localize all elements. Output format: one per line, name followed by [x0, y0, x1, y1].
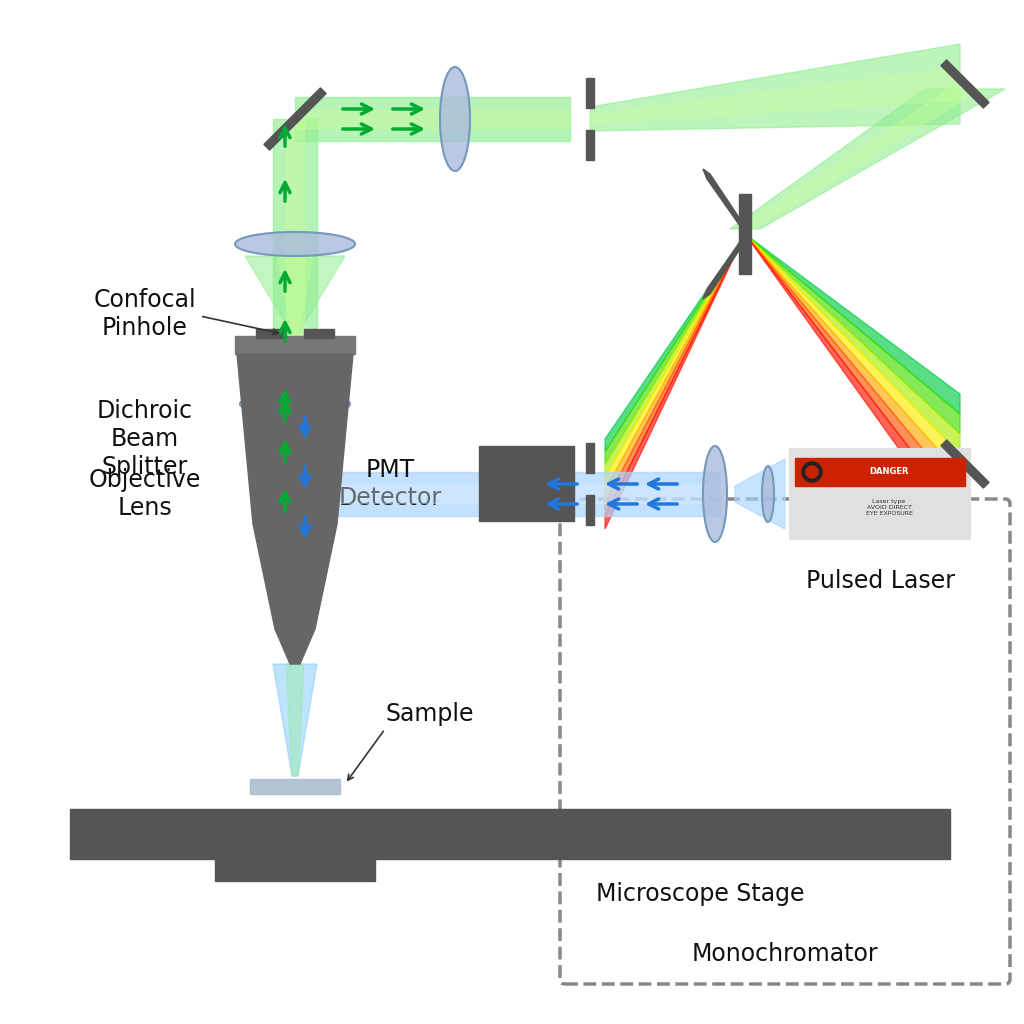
Polygon shape [317, 472, 720, 516]
Bar [586, 495, 594, 525]
Polygon shape [278, 334, 312, 393]
Polygon shape [737, 89, 981, 229]
Text: Microscope Stage: Microscope Stage [596, 882, 804, 906]
Text: DANGER: DANGER [869, 468, 908, 476]
Polygon shape [264, 88, 326, 151]
Polygon shape [278, 256, 312, 334]
Polygon shape [286, 119, 304, 494]
Bar [479, 446, 574, 521]
Polygon shape [273, 119, 317, 494]
Bar [586, 443, 594, 473]
Ellipse shape [703, 446, 727, 542]
Polygon shape [605, 234, 745, 465]
Bar [250, 779, 340, 794]
Text: Confocal
Pinhole: Confocal Pinhole [93, 288, 197, 340]
Bar [586, 78, 594, 108]
Circle shape [806, 466, 818, 478]
Bar [256, 329, 286, 338]
Polygon shape [605, 234, 745, 477]
Ellipse shape [440, 67, 470, 171]
Polygon shape [275, 629, 315, 664]
Bar [234, 336, 355, 354]
Bar [586, 130, 594, 160]
Text: Sample: Sample [386, 702, 474, 726]
Polygon shape [273, 664, 317, 776]
Polygon shape [285, 354, 305, 494]
Bar [304, 329, 334, 338]
Polygon shape [703, 169, 740, 226]
Ellipse shape [240, 393, 350, 415]
Polygon shape [605, 234, 745, 452]
Polygon shape [605, 234, 745, 529]
Text: Monochromator: Monochromator [691, 942, 879, 966]
Ellipse shape [762, 466, 774, 522]
Polygon shape [295, 97, 570, 141]
Text: Pulsed Laser: Pulsed Laser [806, 569, 954, 593]
Bar [795, 458, 965, 486]
Polygon shape [286, 664, 304, 776]
Text: Laser type
AVOID DIRECT
EYE EXPOSURE: Laser type AVOID DIRECT EYE EXPOSURE [865, 499, 912, 516]
Polygon shape [745, 234, 961, 534]
Polygon shape [245, 334, 345, 393]
Text: Dichroic
Beam
Splitter: Dichroic Beam Splitter [97, 399, 194, 479]
Polygon shape [745, 234, 961, 454]
Ellipse shape [234, 232, 355, 256]
Polygon shape [605, 234, 745, 516]
Polygon shape [730, 89, 1005, 229]
Text: PMT
Detector: PMT Detector [339, 458, 441, 510]
Polygon shape [703, 242, 740, 299]
Bar [215, 857, 375, 881]
Bar [70, 809, 950, 859]
Polygon shape [745, 234, 961, 434]
Polygon shape [245, 256, 345, 334]
Polygon shape [295, 111, 570, 128]
Polygon shape [605, 234, 745, 503]
Polygon shape [605, 234, 745, 490]
Polygon shape [590, 44, 961, 131]
Polygon shape [273, 354, 317, 494]
Polygon shape [745, 234, 961, 414]
Polygon shape [317, 485, 720, 503]
Polygon shape [590, 68, 961, 124]
Bar [739, 194, 751, 274]
Polygon shape [745, 234, 961, 514]
Polygon shape [941, 440, 989, 488]
Polygon shape [745, 234, 961, 474]
Circle shape [802, 462, 822, 482]
Polygon shape [745, 234, 961, 494]
Polygon shape [735, 459, 785, 529]
Polygon shape [941, 60, 989, 109]
Polygon shape [264, 463, 326, 525]
Polygon shape [237, 354, 353, 524]
Polygon shape [253, 524, 337, 629]
Bar [790, 449, 970, 539]
Text: Objective
Lens: Objective Lens [89, 468, 201, 520]
